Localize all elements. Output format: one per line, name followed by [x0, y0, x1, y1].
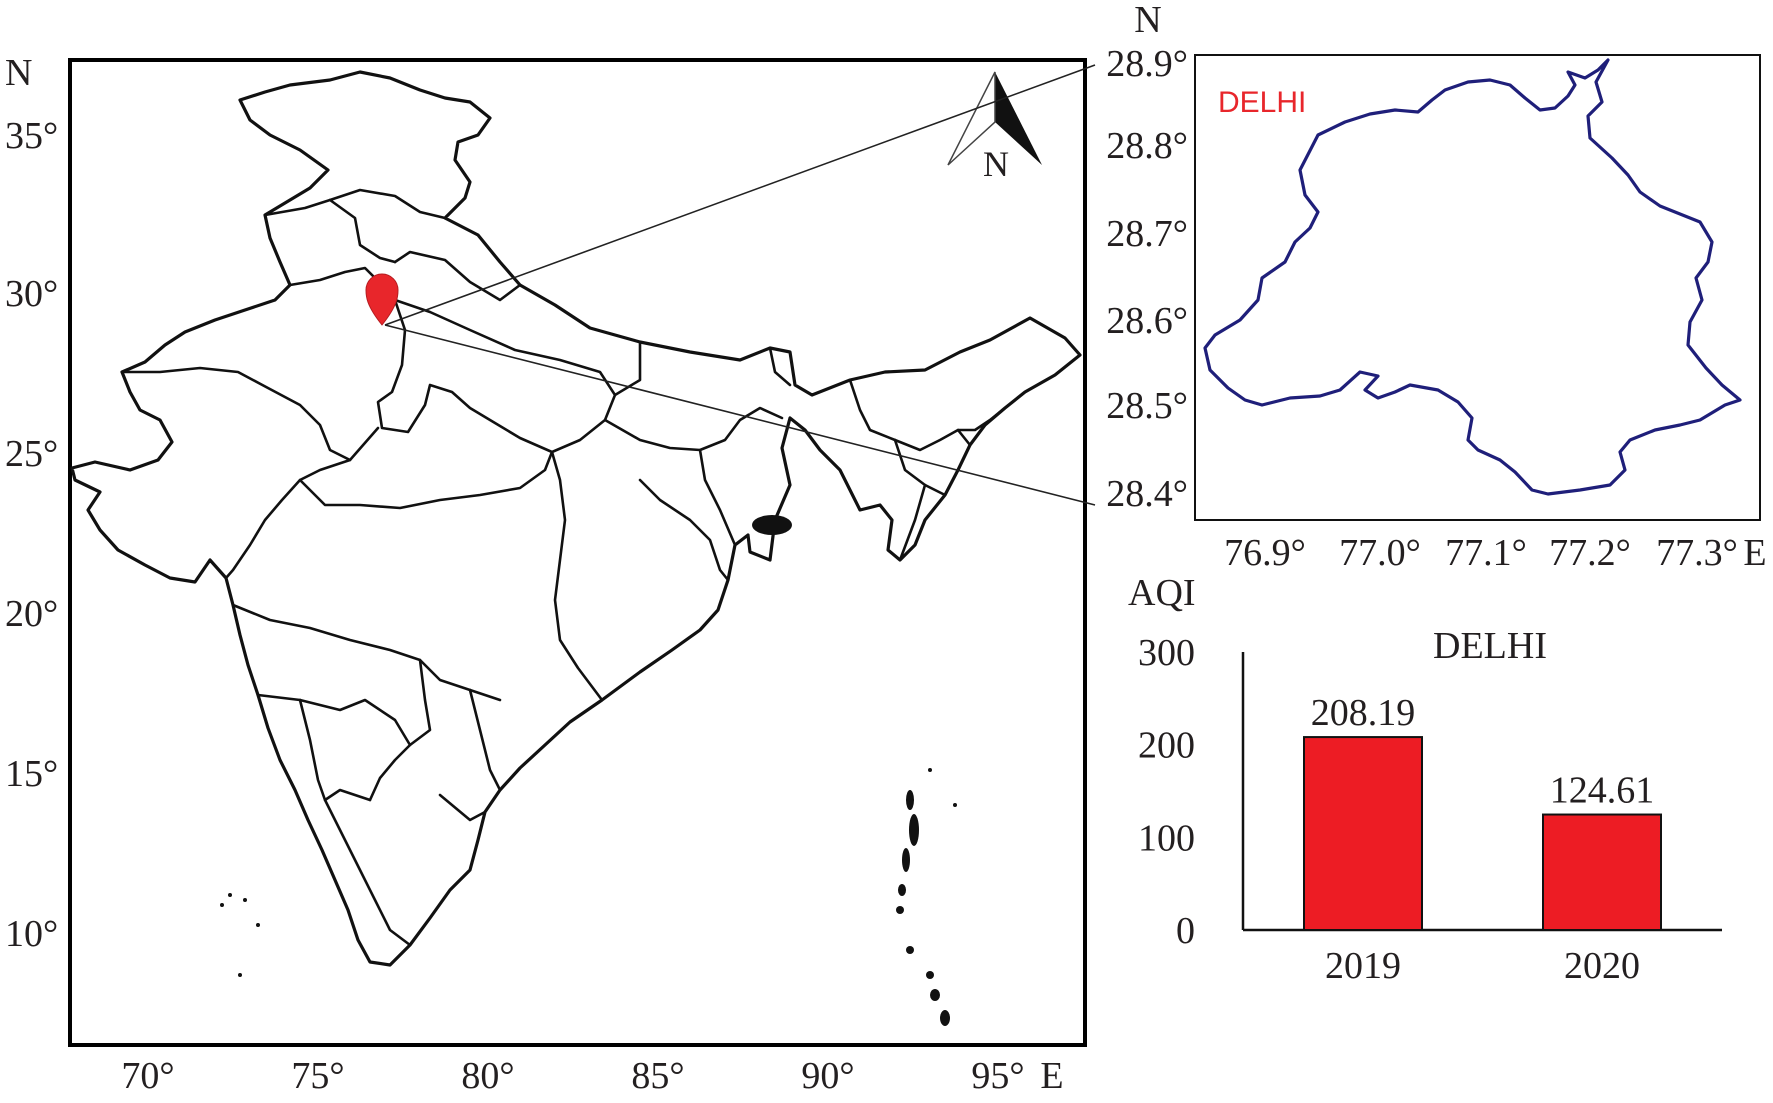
inset-map-frame — [1194, 54, 1761, 521]
inset-lat-tick-28-5: 28.5° — [1106, 385, 1188, 427]
inset-lat-tick-28-6: 28.6° — [1106, 300, 1188, 342]
inset-east-label: E — [1743, 532, 1766, 574]
india-lat-tick-35: 35° — [5, 115, 58, 157]
india-lon-tick-95: 95° — [971, 1055, 1024, 1097]
chart-y-tick-label: 200 — [1138, 725, 1195, 767]
chart-category-label: 2019 — [1325, 945, 1401, 987]
chart-bar-2019 — [1303, 736, 1423, 931]
india-map-panel: N 35° 30° 25° 20° 15° 10° 70° 75° 80° 85… — [5, 52, 1096, 1097]
islands — [220, 515, 957, 1026]
compass-label: N — [983, 144, 1009, 184]
aqi-chart-panel: AQI DELHI 0 100 200 300 208.19 2019 124.61 202… — [1128, 572, 1722, 987]
inset-lat-tick-28-9: 28.9° — [1106, 43, 1188, 85]
chart-bars: 208.19 2019 124.61 2020 — [1303, 692, 1662, 987]
inset-lon-tick-77-2: 77.2° — [1549, 532, 1631, 574]
inset-lon-tick-76-9: 76.9° — [1224, 532, 1306, 574]
india-east-label: E — [1040, 1055, 1063, 1097]
chart-title: DELHI — [1433, 625, 1547, 667]
inset-lat-tick-28-8: 28.8° — [1106, 125, 1188, 167]
india-lat-tick-25: 25° — [5, 433, 58, 475]
india-lat-tick-20: 20° — [5, 593, 58, 635]
callout-line-bottom — [384, 324, 1096, 506]
india-lon-tick-85: 85° — [631, 1055, 684, 1097]
north-arrow-icon: N — [947, 71, 1042, 184]
india-lat-tick-10: 10° — [5, 913, 58, 955]
inset-lat-tick-28-4: 28.4° — [1106, 473, 1188, 515]
inset-north-label: N — [1134, 0, 1161, 41]
chart-y-ticks: 0 100 200 300 — [1138, 632, 1195, 952]
chart-bar-value-label: 208.19 — [1311, 692, 1416, 734]
india-lat-tick-15: 15° — [5, 753, 58, 795]
india-lon-tick-70: 70° — [121, 1055, 174, 1097]
chart-y-tick-label: 100 — [1138, 817, 1195, 859]
chart-y-tick-label: 300 — [1138, 632, 1195, 674]
chart-y-axis-label: AQI — [1128, 572, 1196, 614]
chart-y-tick-label: 0 — [1176, 910, 1195, 952]
chart-bar-2020 — [1542, 813, 1662, 932]
inset-lon-tick-77-1: 77.1° — [1445, 532, 1527, 574]
delhi-location-marker — [365, 273, 399, 326]
delhi-inset-panel: N DELHI 28.9° 28.8° 28.7° 28.6° 28.5° 28… — [1106, 0, 1766, 574]
india-lon-tick-75: 75° — [291, 1055, 344, 1097]
inset-map-title: DELHI — [1218, 86, 1306, 119]
callout-line-top — [384, 64, 1096, 326]
india-lon-tick-80: 80° — [461, 1055, 514, 1097]
inset-lat-tick-28-7: 28.7° — [1106, 213, 1188, 255]
india-lon-tick-90: 90° — [801, 1055, 854, 1097]
inset-lon-tick-77-0: 77.0° — [1339, 532, 1421, 574]
india-north-label: N — [5, 52, 32, 94]
india-lat-tick-30: 30° — [5, 273, 58, 315]
india-outline — [70, 70, 1082, 967]
chart-bar-value-label: 124.61 — [1550, 770, 1655, 812]
india-map-frame — [68, 58, 1087, 1047]
delhi-boundary — [1203, 58, 1742, 496]
chart-category-label: 2020 — [1564, 945, 1640, 987]
state-boundaries — [120, 188, 1007, 947]
inset-lon-tick-77-3: 77.3° — [1656, 532, 1738, 574]
